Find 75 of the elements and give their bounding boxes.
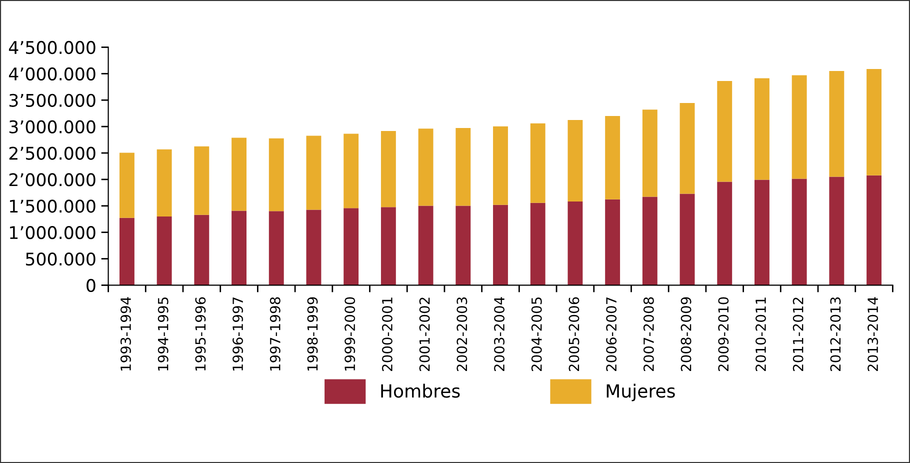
bar [866, 68, 882, 176]
bar [418, 206, 434, 286]
bar [344, 208, 359, 286]
y-tick-label: 4’500.000 [8, 40, 96, 54]
x-tick-label: 2000-2001 [382, 298, 392, 372]
x-tick-label: 2009-2010 [718, 297, 729, 372]
x-tick-label: 2012-2013 [830, 297, 841, 372]
bar [268, 138, 284, 212]
x-tick-label: 2005-2006 [568, 297, 580, 372]
y-tick-label: 0 [86, 278, 96, 292]
bar [605, 116, 620, 200]
x-tick-label: 2007-2008 [643, 297, 654, 372]
bar [380, 207, 396, 286]
x-tick-label: 2013-2014 [868, 297, 878, 372]
x-tick-label: 2006-2007 [606, 298, 617, 372]
x-tick-label: 2001-2002 [419, 298, 430, 372]
y-tick-label: 2’000.000 [9, 173, 96, 186]
bar [530, 202, 546, 286]
x-tick-label: 2003-2004 [494, 297, 505, 372]
bar [194, 214, 210, 286]
bar [306, 136, 322, 210]
bar [156, 149, 172, 216]
bar [456, 128, 471, 206]
legend-label: Mujeres [606, 384, 675, 402]
bar [493, 204, 508, 286]
x-tick-label: 1998-1999 [307, 297, 318, 370]
bar [344, 134, 359, 208]
legend-label: Hombres [381, 384, 460, 398]
bar [792, 75, 807, 179]
bar [605, 199, 620, 286]
x-tick-label: 1996-1997 [232, 298, 244, 370]
bar [866, 175, 882, 286]
bar [717, 182, 732, 286]
bar [754, 180, 770, 286]
bar [680, 102, 695, 194]
x-tick-label: 1994-1995 [158, 298, 168, 370]
bar [306, 210, 322, 286]
y-tick-label: 3’500.000 [9, 94, 96, 107]
x-tick-label: 2010-2011 [756, 298, 766, 372]
bar [493, 126, 508, 205]
bar [568, 120, 583, 202]
bar [418, 128, 434, 206]
x-tick-label: 1995-1996 [195, 297, 206, 370]
bar [792, 178, 807, 286]
bar [232, 210, 246, 286]
y-tick-label: 4’000.000 [8, 67, 96, 81]
bar [268, 211, 284, 286]
y-tick-label: 1’000.000 [10, 226, 96, 240]
bar [642, 196, 658, 286]
bar [380, 131, 396, 208]
bar [156, 216, 172, 286]
y-tick-label: 2’500.000 [9, 146, 96, 160]
bar [829, 176, 844, 286]
bar [119, 152, 134, 218]
bar [119, 218, 134, 286]
bar [829, 70, 844, 177]
bar [680, 194, 695, 286]
x-tick-label: 2004-2005 [531, 298, 542, 372]
bar [642, 110, 658, 197]
bar [232, 138, 246, 211]
x-tick-label: 2008-2009 [680, 297, 692, 372]
bar [456, 206, 471, 286]
bar [194, 146, 210, 215]
x-tick-label: 1999-2000 [344, 297, 356, 370]
x-tick-label: 1997-1998 [270, 297, 280, 370]
x-tick-label: 2002-2003 [456, 297, 468, 372]
bar [568, 201, 583, 286]
y-tick-label: 3’000.000 [9, 120, 96, 134]
y-tick-label: 500.000 [26, 252, 96, 266]
x-tick-label: 2011-2012 [792, 298, 804, 372]
y-tick-label: 1’500.000 [10, 200, 96, 213]
bar [754, 78, 770, 180]
x-tick-label: 1993-1994 [120, 297, 131, 370]
bar [717, 80, 732, 182]
bar [530, 123, 546, 203]
